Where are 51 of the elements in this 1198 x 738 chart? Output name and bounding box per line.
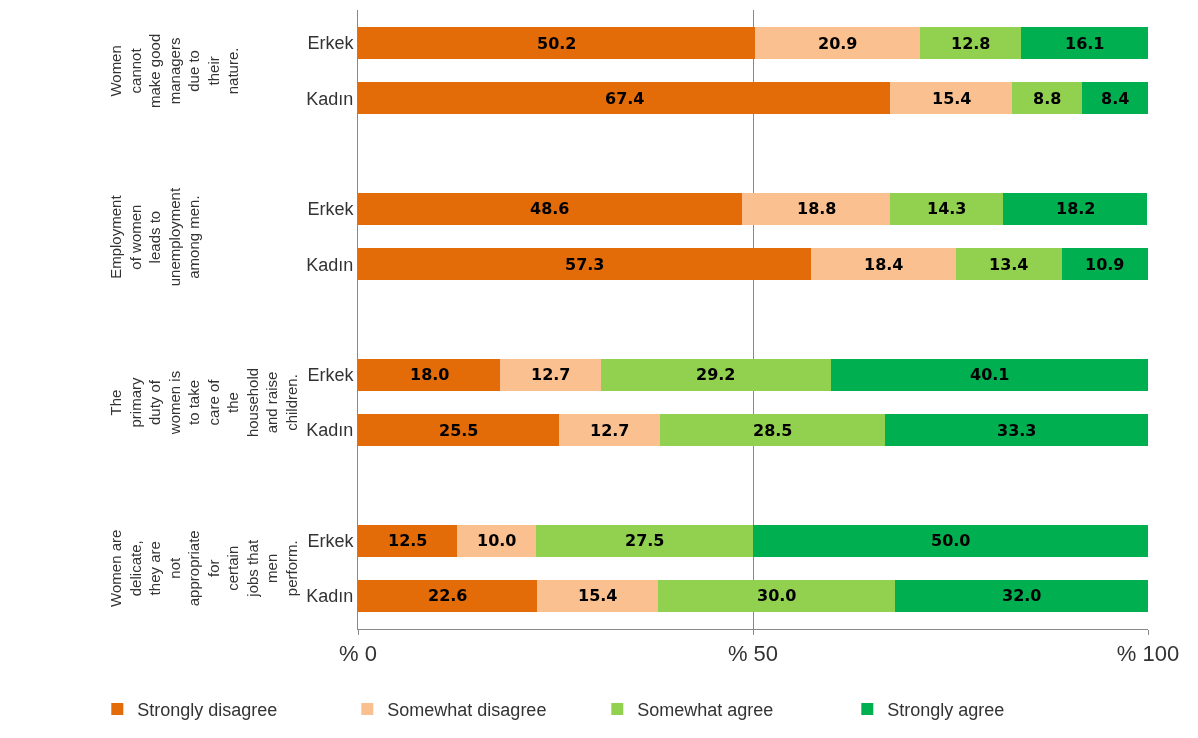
data-label: 14.3 <box>927 199 967 218</box>
data-label: 33.3 <box>997 421 1037 440</box>
data-label: 15.4 <box>932 89 972 108</box>
y-tick-label: Erkek <box>307 33 355 54</box>
data-label: 48.6 <box>530 199 570 218</box>
legend-label: Strongly disagree <box>137 700 278 721</box>
data-label: 12.7 <box>531 365 571 384</box>
data-label: 12.7 <box>590 421 630 440</box>
data-label: 50.0 <box>931 531 971 550</box>
data-label: 15.4 <box>578 586 618 605</box>
y-tick-label: Erkek <box>307 199 355 220</box>
legend-label: Somewhat disagree <box>387 700 547 721</box>
data-label: 30.0 <box>757 586 797 605</box>
data-label: 20.9 <box>818 34 858 53</box>
y-tick-label: Erkek <box>307 365 355 386</box>
y-tick-label: Kadın <box>306 420 354 441</box>
data-label: 22.6 <box>428 586 468 605</box>
x-tick-label: % 50 <box>727 641 779 667</box>
data-label: 12.5 <box>388 531 428 550</box>
data-label: 50.2 <box>537 34 577 53</box>
data-label: 8.8 <box>1033 89 1062 108</box>
data-label: 10.9 <box>1085 255 1125 274</box>
data-label: 16.1 <box>1065 34 1105 53</box>
data-label: 27.5 <box>625 531 665 550</box>
text: Employment of women leads to unemployment among men. <box>107 187 203 287</box>
data-label: 10.0 <box>477 531 517 550</box>
data-label: 40.1 <box>970 365 1010 384</box>
data-label: 18.8 <box>797 199 837 218</box>
data-label: 18.0 <box>410 365 450 384</box>
data-label: 28.5 <box>753 421 793 440</box>
data-label: 29.2 <box>696 365 736 384</box>
y-tick-label: Kadın <box>306 88 354 109</box>
data-label: 57.3 <box>565 255 605 274</box>
data-label: 25.5 <box>439 421 479 440</box>
data-label: 67.4 <box>605 89 645 108</box>
data-label: 18.4 <box>864 255 904 274</box>
legend-label: Strongly agree <box>887 700 1005 721</box>
y-tick-label: Erkek <box>307 530 355 551</box>
data-label: 32.0 <box>1002 586 1042 605</box>
data-label: 8.4 <box>1101 89 1130 108</box>
data-label: 13.4 <box>989 255 1029 274</box>
data-label: 12.8 <box>951 34 991 53</box>
x-tick-label: % 100 <box>1116 641 1180 667</box>
x-tick-label: % 0 <box>339 641 377 667</box>
text: The primary duty of women is to take care of the household and raise children. <box>107 367 300 438</box>
text: Women cannot make good managers due to their nature. <box>107 33 242 108</box>
text: Women are delicate, they are not appropriate for certain jobs that men perform. <box>107 529 300 607</box>
legend-label: Somewhat agree <box>637 700 774 721</box>
data-label: 18.2 <box>1056 199 1096 218</box>
y-tick-label: Kadın <box>306 254 354 275</box>
y-tick-label: Kadın <box>306 586 354 607</box>
